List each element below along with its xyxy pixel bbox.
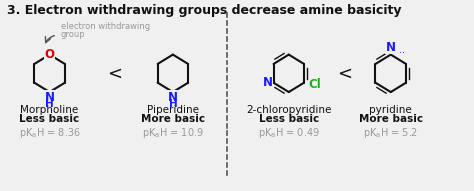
- Text: 3. Electron withdrawing groups decrease amine basicity: 3. Electron withdrawing groups decrease …: [7, 4, 401, 17]
- Text: N: N: [386, 41, 396, 54]
- Text: $\mathregular{pK_aH}$ = 10.9: $\mathregular{pK_aH}$ = 10.9: [142, 125, 204, 140]
- Text: More basic: More basic: [141, 114, 205, 124]
- Text: Piperidine: Piperidine: [147, 105, 199, 115]
- Text: Less basic: Less basic: [259, 114, 319, 124]
- Text: $\mathregular{pK_aH}$ = 0.49: $\mathregular{pK_aH}$ = 0.49: [258, 125, 319, 140]
- Text: 2-chloropyridine: 2-chloropyridine: [246, 105, 331, 115]
- Text: H: H: [169, 99, 177, 109]
- Text: $\mathregular{pK_aH}$ = 5.2: $\mathregular{pK_aH}$ = 5.2: [363, 125, 418, 140]
- Text: H: H: [45, 99, 54, 109]
- Text: Morpholine: Morpholine: [20, 105, 79, 115]
- Text: N: N: [168, 91, 178, 104]
- Text: N: N: [45, 91, 55, 104]
- Text: <: <: [337, 64, 352, 82]
- Text: Less basic: Less basic: [19, 114, 80, 124]
- Text: pyridine: pyridine: [369, 105, 412, 115]
- Text: N: N: [263, 76, 273, 89]
- Text: group: group: [61, 30, 85, 39]
- Text: $\mathregular{pK_aH}$ = 8.36: $\mathregular{pK_aH}$ = 8.36: [18, 125, 81, 140]
- Text: ··: ··: [399, 48, 405, 58]
- Text: Cl: Cl: [309, 78, 321, 91]
- Text: O: O: [45, 48, 55, 61]
- Text: <: <: [107, 64, 122, 82]
- Text: ··: ··: [266, 84, 273, 94]
- Text: More basic: More basic: [359, 114, 423, 124]
- Text: electron withdrawing: electron withdrawing: [61, 22, 150, 31]
